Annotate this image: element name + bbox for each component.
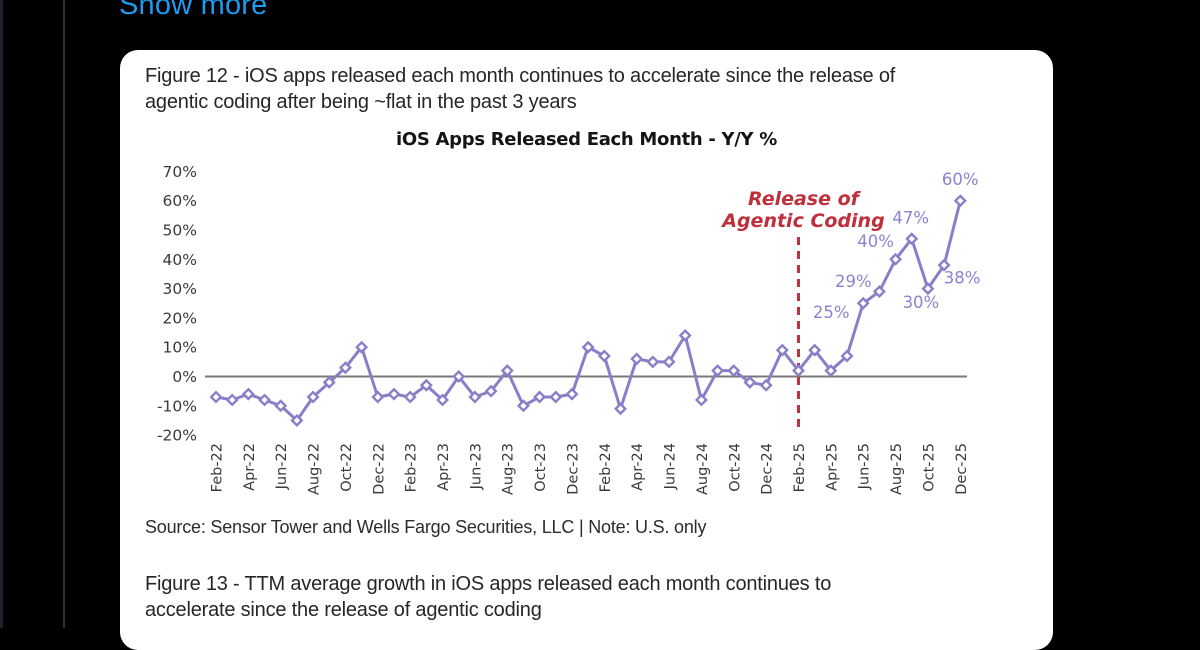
chart-title: iOS Apps Released Each Month - Y/Y % — [396, 129, 777, 150]
svg-text:10%: 10% — [163, 339, 197, 357]
figure13-caption-line1: Figure 13 - TTM average growth in iOS ap… — [145, 573, 832, 595]
svg-text:Aug-24: Aug-24 — [695, 443, 711, 495]
svg-text:0%: 0% — [172, 368, 197, 386]
svg-text:38%: 38% — [944, 269, 981, 288]
figure12-line-chart: 70% 60% 50% 40% 30% 20% 10% 0% -10% -20% Feb-22 Apr… — [157, 163, 981, 495]
figure12-caption-line2: agentic coding after being ~flat in the … — [145, 91, 577, 113]
svg-text:-20%: -20% — [157, 427, 197, 445]
svg-text:Apr-23: Apr-23 — [436, 443, 452, 491]
svg-text:Feb-24: Feb-24 — [598, 443, 614, 492]
svg-text:Aug-22: Aug-22 — [307, 443, 323, 495]
svg-text:Dec-25: Dec-25 — [954, 443, 970, 495]
svg-text:Apr-25: Apr-25 — [824, 443, 840, 491]
figure13-caption-line2: accelerate since the release of agentic … — [145, 599, 542, 621]
svg-text:Dec-22: Dec-22 — [371, 443, 387, 495]
figure12-caption: Figure 12 - iOS apps released each month… — [145, 63, 895, 115]
svg-text:25%: 25% — [813, 303, 850, 322]
point-value-labels: 25% 29% 40% 47% 30%38% 60% — [813, 170, 981, 322]
svg-text:Oct-22: Oct-22 — [339, 443, 355, 492]
screen-left-edge — [0, 0, 3, 628]
svg-text:47%: 47% — [892, 208, 929, 227]
svg-text:Jun-23: Jun-23 — [468, 443, 484, 490]
svg-text:30%: 30% — [903, 293, 940, 312]
y-axis-labels: 70% 60% 50% 40% 30% 20% 10% 0% -10% -20% — [157, 163, 197, 445]
figure13-caption: Figure 13 - TTM average growth in iOS ap… — [145, 571, 831, 623]
svg-text:30%: 30% — [163, 280, 197, 298]
svg-text:50%: 50% — [163, 222, 197, 240]
series-markers — [209, 194, 967, 427]
svg-text:20%: 20% — [163, 309, 197, 327]
svg-text:Jun-25: Jun-25 — [857, 443, 873, 490]
svg-text:29%: 29% — [835, 272, 872, 291]
svg-text:60%: 60% — [163, 192, 197, 210]
svg-text:Jun-22: Jun-22 — [274, 443, 290, 490]
svg-text:60%: 60% — [942, 170, 979, 189]
svg-text:Agentic Coding: Agentic Coding — [720, 210, 884, 232]
svg-text:Feb-23: Feb-23 — [404, 443, 420, 492]
svg-text:Jun-24: Jun-24 — [663, 443, 679, 490]
svg-text:Oct-24: Oct-24 — [727, 443, 743, 492]
x-axis-labels: Feb-22 Apr-22 Jun-22 Aug-22 Oct-22 Dec-22 Feb-… — [210, 443, 970, 495]
svg-text:Dec-24: Dec-24 — [760, 443, 776, 495]
svg-text:70%: 70% — [163, 163, 197, 181]
svg-text:Aug-23: Aug-23 — [501, 443, 517, 495]
svg-text:Dec-23: Dec-23 — [565, 443, 581, 495]
svg-text:Feb-22: Feb-22 — [210, 443, 226, 492]
show-more-link[interactable]: Show more — [119, 0, 268, 21]
svg-text:40%: 40% — [163, 251, 197, 269]
svg-text:Apr-24: Apr-24 — [630, 443, 646, 491]
source-note: Source: Sensor Tower and Wells Fargo Sec… — [145, 517, 707, 537]
timeline-left-border — [63, 0, 65, 628]
svg-text:Apr-22: Apr-22 — [242, 443, 258, 491]
svg-text:Release of: Release of — [748, 188, 862, 210]
svg-text:Aug-25: Aug-25 — [889, 443, 905, 495]
svg-text:Oct-23: Oct-23 — [533, 443, 549, 492]
svg-text:Oct-25: Oct-25 — [921, 443, 937, 492]
svg-text:40%: 40% — [857, 232, 894, 251]
tweet-image-card[interactable]: Figure 12 - iOS apps released each month… — [120, 50, 1053, 650]
figure12-caption-line1: Figure 12 - iOS apps released each month… — [145, 65, 896, 87]
svg-text:-10%: -10% — [157, 397, 197, 415]
svg-text:Feb-25: Feb-25 — [792, 443, 808, 492]
